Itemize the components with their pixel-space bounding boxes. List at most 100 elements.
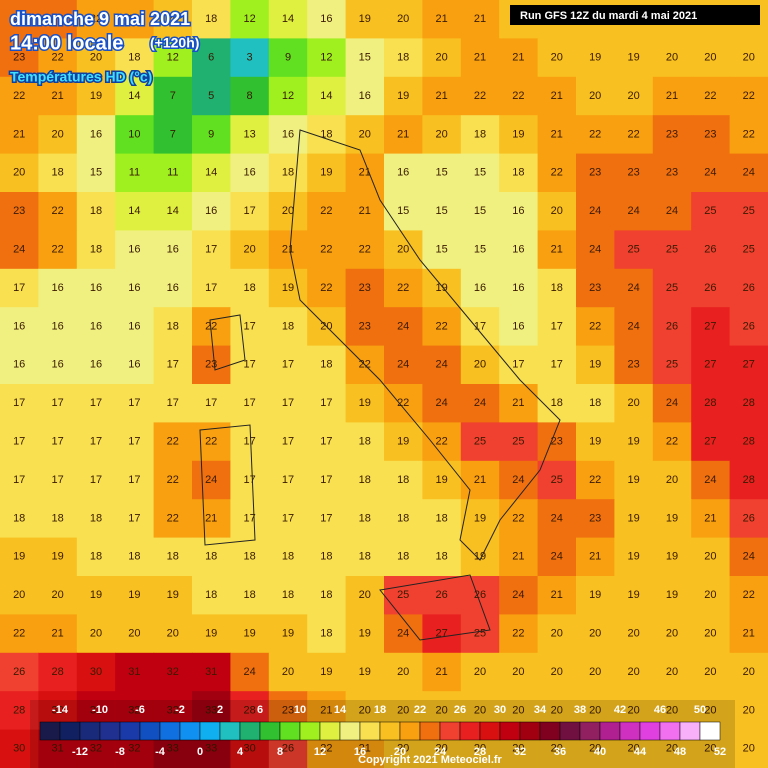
temp-value: 31 [205,666,217,678]
legend-label: 48 [674,746,686,758]
legend-swatch [439,721,461,741]
temp-value: 17 [243,397,255,409]
temp-value: 16 [51,320,63,332]
temp-cell [537,576,577,615]
temp-cell [153,230,193,270]
temp-cell [384,614,423,654]
temp-value: 19 [359,628,371,640]
temp-cell [576,192,615,231]
temp-value: 20 [397,13,409,25]
temp-cell [460,192,500,231]
temp-cell [192,76,231,116]
temp-value: 19 [320,666,332,678]
temp-value: 21 [359,743,371,755]
temp-value: 22 [474,90,486,102]
temp-value: 20 [512,666,524,678]
temp-cell [422,537,462,577]
temp-value: 15 [359,52,371,64]
temp-value: 15 [397,205,409,217]
temp-cell [307,76,347,116]
temp-value: 21 [743,628,755,640]
temp-cell [38,537,78,577]
temp-value: 20 [128,628,140,640]
temp-value: 18 [551,282,563,294]
temp-value: 20 [13,167,25,179]
temp-cell [614,652,654,692]
temp-value: 11 [129,167,140,179]
temp-value: 5 [208,90,214,102]
temp-value: 30 [13,743,25,755]
temp-value: 20 [551,628,563,640]
legend-label: -2 [175,704,185,716]
temp-value: 22 [320,282,332,294]
temp-value: 28 [743,397,755,409]
temp-value: 25 [474,436,486,448]
temp-cell [230,499,270,539]
temp-value: 24 [435,359,447,371]
temp-cell [115,537,155,577]
temp-value: 18 [320,551,332,563]
legend-label: 4 [237,746,244,758]
temp-cell [307,499,347,539]
temp-cell [614,460,654,500]
temp-value: 30 [90,666,102,678]
legend-swatch [699,721,721,741]
temp-cell [345,38,385,78]
temp-value: 16 [128,282,140,294]
temp-value: 17 [13,397,25,409]
temp-cell [0,345,39,385]
temp-cell [115,268,155,308]
temp-value: 17 [282,512,294,524]
temp-cell [0,499,39,539]
temp-cell [576,268,615,308]
temp-cell [614,115,654,155]
temp-value: 19 [589,359,601,371]
temp-value: 17 [13,474,25,486]
temp-value: 22 [13,90,25,102]
temp-value: 25 [743,205,755,217]
temp-cell [652,268,692,308]
temp-value: 14 [128,90,140,102]
temp-value: 22 [205,320,217,332]
temp-value: 18 [205,551,217,563]
legend-label: 30 [494,704,506,716]
temp-cell [230,76,270,116]
temp-cell [460,345,500,385]
temp-value: 15 [474,205,486,217]
temp-cell [691,307,731,347]
temp-value: 20 [282,205,294,217]
temp-value: 18 [128,52,140,64]
temp-cell [230,38,270,78]
temp-cell [384,345,423,385]
temp-cell [652,614,692,654]
legend-label: 20 [394,746,406,758]
temp-value: 18 [320,589,332,601]
temp-cell [537,115,577,155]
temp-cell [614,537,654,577]
temp-cell [192,268,231,308]
temp-value: 24 [589,244,601,256]
temp-value: 17 [51,436,63,448]
temp-cell [537,614,577,654]
temp-value: 28 [51,666,63,678]
temp-cell [76,38,116,78]
temp-value: 20 [167,13,179,25]
temp-cell [652,115,692,155]
temp-value: 19 [51,551,63,563]
temp-cell [230,576,270,615]
temp-value: 19 [397,436,409,448]
temp-value: 20 [474,666,486,678]
legend-swatch [159,721,181,741]
temp-value: 26 [282,743,294,755]
temp-cell [268,192,308,231]
temp-cell [422,38,462,78]
temp-value: 16 [282,128,294,140]
temp-cell [614,345,654,385]
temp-value: 28 [743,436,755,448]
temp-value: 17 [282,397,294,409]
temp-value: 25 [704,205,716,217]
temp-value: 31 [51,743,63,755]
temp-cell [268,614,308,654]
temp-value: 26 [435,589,447,601]
temp-cell [38,652,78,692]
